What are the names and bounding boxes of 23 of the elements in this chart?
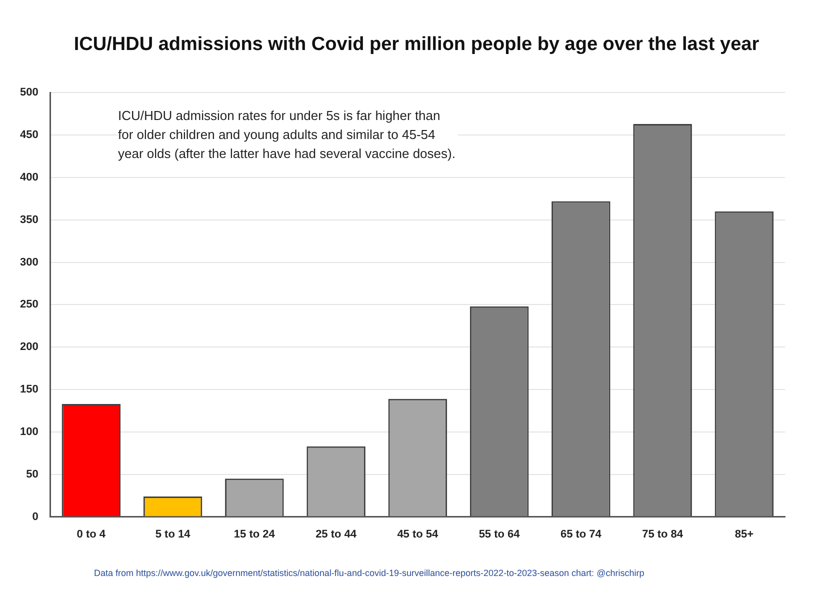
y-tick-label: 450 xyxy=(20,129,38,142)
y-tick-label: 200 xyxy=(20,341,38,354)
y-tick-label: 500 xyxy=(20,86,38,99)
y-tick-label: 150 xyxy=(20,384,38,396)
text: Data from https://www.gov.uk/government/statistics/national-flu-and-covid-19-surveillance-reports-2022-to-2023-season chart: @chrischirp xyxy=(94,568,644,578)
y-tick-label: 400 xyxy=(20,171,38,184)
chart-title: ICU/HDU admissions with Covid per million people by age over the last year xyxy=(72,33,760,57)
x-tick-label: 75 to 84 xyxy=(642,528,684,540)
y-tick-label: 250 xyxy=(20,298,38,311)
y-tick-label: 50 xyxy=(26,468,38,480)
x-tick-label: 15 to 24 xyxy=(234,528,276,540)
x-tick-label: 45 to 54 xyxy=(397,528,440,540)
y-tick-label: 300 xyxy=(20,256,38,268)
annotation: ICU/HDU admission rates for under 5s is far higher than for older children and young adults and similar to 45-54 year olds (after the latter have had several vaccine doses). xyxy=(118,106,458,163)
x-tick-label: 0 to 4 xyxy=(76,528,106,540)
x-tick-label: 25 to 44 xyxy=(316,528,358,540)
x-tick-label: 65 to 74 xyxy=(560,528,602,540)
x-tick-label: 5 to 14 xyxy=(155,528,192,540)
y-tick-label: 0 xyxy=(32,510,38,523)
y-tick-label: 350 xyxy=(20,214,38,226)
x-tick-label: 85+ xyxy=(734,528,754,540)
x-tick-label: 55 to 64 xyxy=(478,528,521,540)
y-tick-label: 100 xyxy=(20,426,38,438)
